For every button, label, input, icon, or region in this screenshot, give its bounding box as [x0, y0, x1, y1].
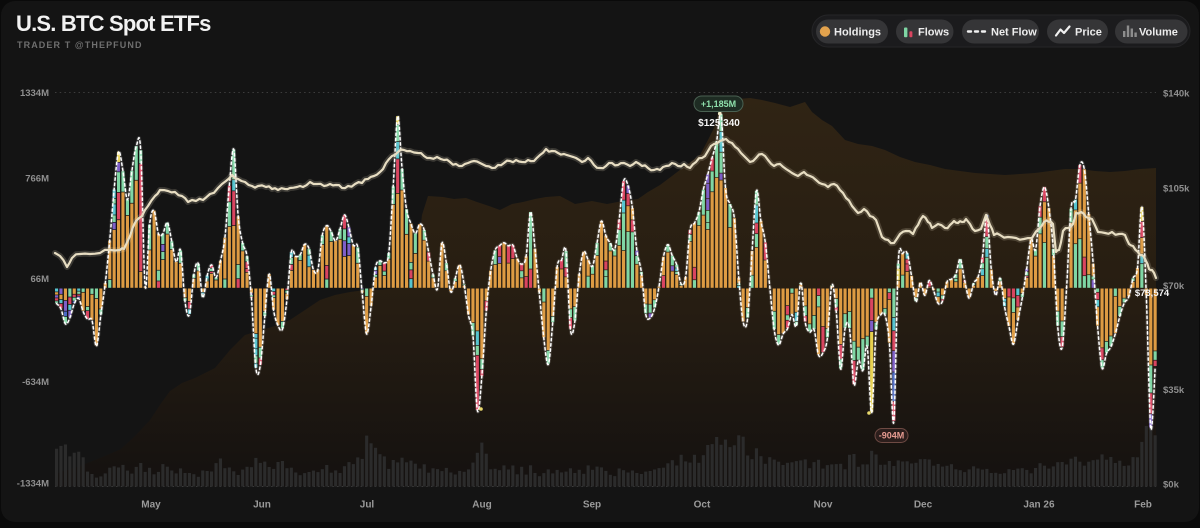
svg-text:Sep: Sep [583, 500, 601, 511]
svg-text:U.S. BTC Spot ETFs: U.S. BTC Spot ETFs [16, 11, 211, 36]
svg-text:Dec: Dec [914, 500, 933, 511]
svg-text:Jun: Jun [253, 500, 271, 511]
svg-text:+1,185M: +1,185M [701, 99, 736, 109]
svg-text:$105k: $105k [1163, 184, 1190, 195]
svg-text:Oct: Oct [694, 500, 711, 511]
svg-text:$140k: $140k [1163, 88, 1190, 99]
svg-text:Net Flow: Net Flow [991, 27, 1037, 39]
svg-text:Holdings: Holdings [834, 27, 881, 39]
svg-text:Jul: Jul [360, 500, 375, 511]
svg-text:Nov: Nov [814, 500, 833, 511]
svg-text:Volume: Volume [1139, 27, 1178, 39]
svg-text:Price: Price [1075, 27, 1102, 39]
svg-text:Jan 26: Jan 26 [1023, 500, 1055, 511]
svg-text:-904M: -904M [879, 431, 905, 441]
svg-text:Aug: Aug [472, 500, 491, 511]
svg-text:$35k: $35k [1163, 385, 1185, 396]
svg-text:66M: 66M [31, 274, 50, 285]
svg-text:$125,340: $125,340 [698, 118, 740, 129]
svg-text:$73,574: $73,574 [1135, 288, 1170, 299]
svg-text:$0k: $0k [1163, 480, 1180, 491]
svg-text:TRADER T @THEPFUND: TRADER T @THEPFUND [17, 40, 143, 50]
svg-text:Feb: Feb [1134, 500, 1152, 511]
svg-text:May: May [141, 500, 161, 511]
svg-text:-1334M: -1334M [17, 479, 49, 490]
svg-text:-634M: -634M [22, 377, 49, 388]
svg-text:Flows: Flows [918, 27, 949, 39]
svg-text:766M: 766M [25, 174, 49, 185]
svg-text:1334M: 1334M [20, 88, 49, 99]
